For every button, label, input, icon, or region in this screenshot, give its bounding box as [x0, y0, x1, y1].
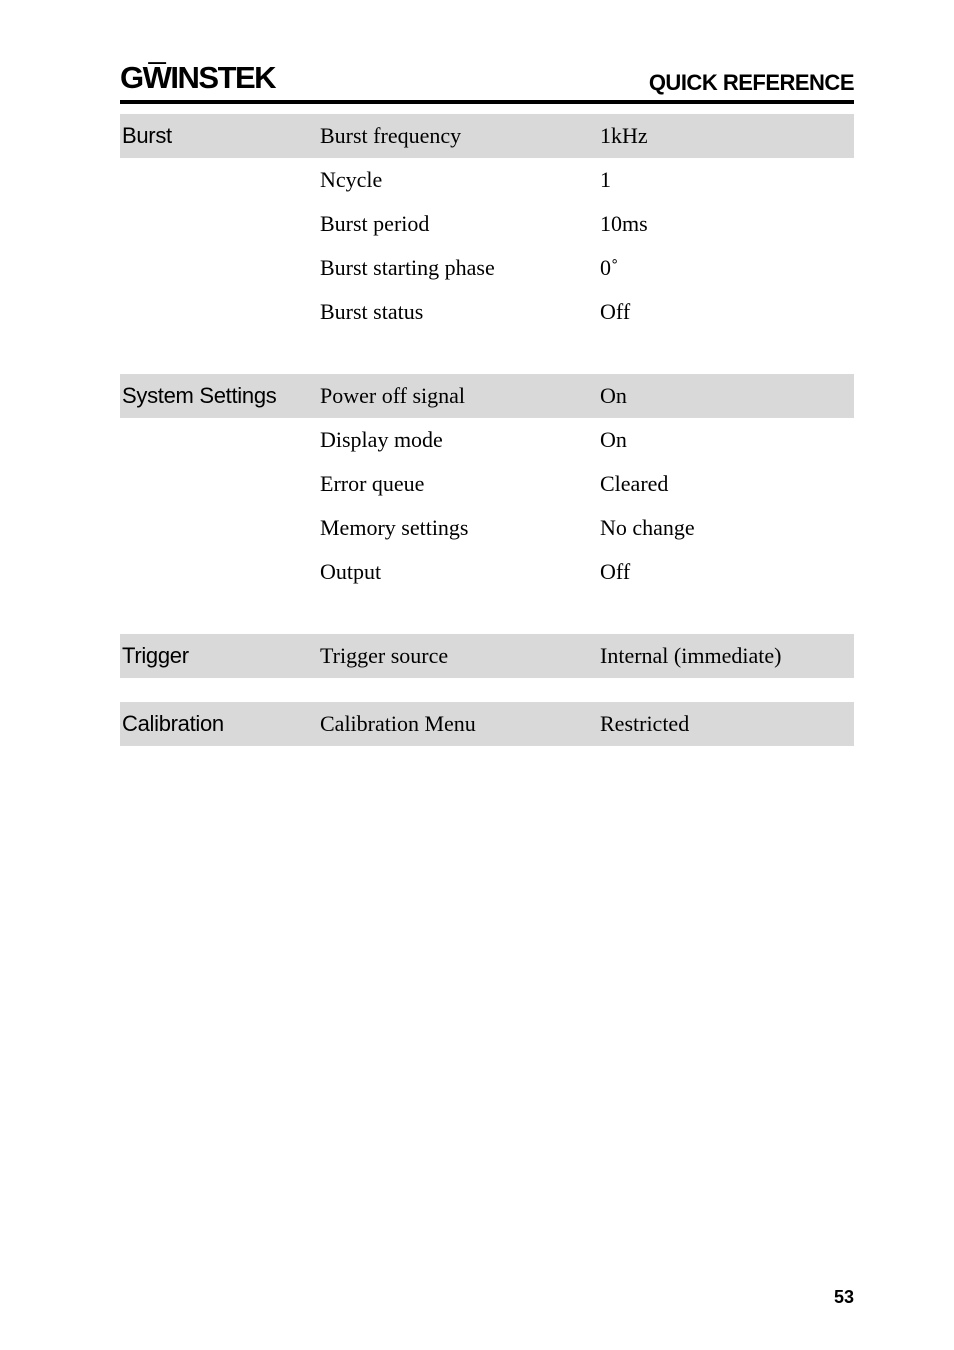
- group-burst: Burst Burst frequency 1kHz Ncycle 1 Burs…: [120, 114, 854, 334]
- param-value: Internal (immediate): [600, 643, 854, 669]
- param-label: Power off signal: [320, 383, 600, 409]
- table-row: Error queue Cleared: [120, 462, 854, 506]
- group-label: Trigger: [120, 643, 320, 669]
- page-number: 53: [834, 1287, 854, 1308]
- table-row: Calibration Calibration Menu Restricted: [120, 702, 854, 746]
- settings-table: Burst Burst frequency 1kHz Ncycle 1 Burs…: [120, 114, 854, 746]
- table-row: Burst status Off: [120, 290, 854, 334]
- group-trigger: Trigger Trigger source Internal (immedia…: [120, 634, 854, 678]
- param-value: 1kHz: [600, 123, 854, 149]
- param-label: Output: [320, 559, 600, 585]
- table-row: Display mode On: [120, 418, 854, 462]
- param-value: Restricted: [600, 711, 854, 737]
- param-label: Memory settings: [320, 515, 600, 541]
- param-label: Display mode: [320, 427, 600, 453]
- group-label: Burst: [120, 123, 320, 149]
- group-label: Calibration: [120, 711, 320, 737]
- table-row: Burst Burst frequency 1kHz: [120, 114, 854, 158]
- table-row: System Settings Power off signal On: [120, 374, 854, 418]
- param-value: Off: [600, 559, 854, 585]
- param-label: Burst starting phase: [320, 255, 600, 281]
- param-value: No change: [600, 515, 854, 541]
- param-label: Burst period: [320, 211, 600, 237]
- param-value: Off: [600, 299, 854, 325]
- table-row: Burst starting phase 0˚: [120, 246, 854, 290]
- param-value: 1: [600, 167, 854, 193]
- group-spacer: [120, 594, 854, 634]
- param-value: 10ms: [600, 211, 854, 237]
- param-value: 0˚: [600, 255, 854, 281]
- param-value: On: [600, 427, 854, 453]
- table-row: Burst period 10ms: [120, 202, 854, 246]
- group-label: System Settings: [120, 383, 320, 409]
- param-value: On: [600, 383, 854, 409]
- param-label: Burst status: [320, 299, 600, 325]
- group-spacer: [120, 334, 854, 374]
- table-row: Output Off: [120, 550, 854, 594]
- table-row: Trigger Trigger source Internal (immedia…: [120, 634, 854, 678]
- param-label: Ncycle: [320, 167, 600, 193]
- brand-logo: GWINSTEK: [120, 60, 275, 96]
- param-label: Trigger source: [320, 643, 600, 669]
- param-value: Cleared: [600, 471, 854, 497]
- group-system-settings: System Settings Power off signal On Disp…: [120, 374, 854, 594]
- group-calibration: Calibration Calibration Menu Restricted: [120, 702, 854, 746]
- group-spacer: [120, 678, 854, 702]
- table-row: Ncycle 1: [120, 158, 854, 202]
- param-label: Burst frequency: [320, 123, 600, 149]
- table-row: Memory settings No change: [120, 506, 854, 550]
- param-label: Calibration Menu: [320, 711, 600, 737]
- page-header: GWINSTEK QUICK REFERENCE: [120, 60, 854, 104]
- section-title: QUICK REFERENCE: [649, 70, 854, 96]
- param-label: Error queue: [320, 471, 600, 497]
